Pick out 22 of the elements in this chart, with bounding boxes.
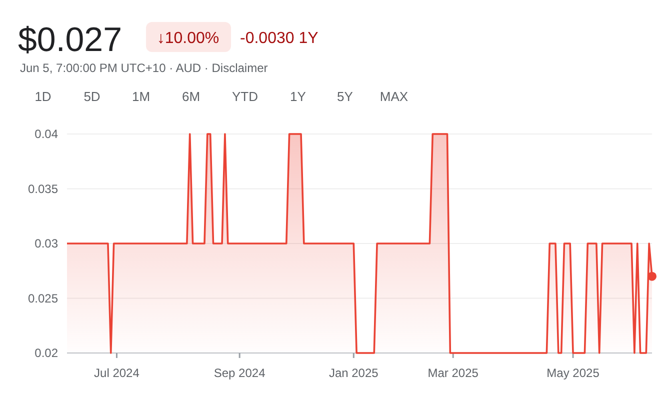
text: 6M	[182, 89, 200, 104]
text: 5Y	[337, 89, 354, 104]
y-tick-label: 0.035	[28, 182, 58, 196]
text: YTD	[232, 89, 258, 104]
x-tick-label: Jan 2025	[328, 366, 379, 380]
x-tick-label: Mar 2025	[428, 366, 479, 380]
text: 1M	[132, 89, 150, 104]
text: 1D	[34, 89, 52, 104]
text: 1Y	[290, 89, 306, 104]
y-tick-label: 0.03	[34, 236, 58, 250]
y-tick-label: 0.02	[34, 346, 58, 360]
y-tick-label: 0.04	[34, 127, 58, 141]
text: 5D	[84, 89, 100, 104]
text: ↓10.00%	[156, 30, 220, 47]
chart-subtitle: Jun 5, 7:00:00 PM UTC+10 · AUD · Disclaimer	[20, 61, 268, 75]
text: MAX	[380, 89, 408, 104]
y-tick-label: 0.025	[28, 291, 58, 306]
x-tick-label: Jul 2024	[94, 366, 140, 380]
text: -0.0030 1Y	[240, 30, 319, 47]
x-tick-label: Sep 2024	[214, 366, 266, 380]
x-tick-label: May 2025	[546, 366, 600, 380]
chart-title: $0.027	[18, 21, 122, 59]
